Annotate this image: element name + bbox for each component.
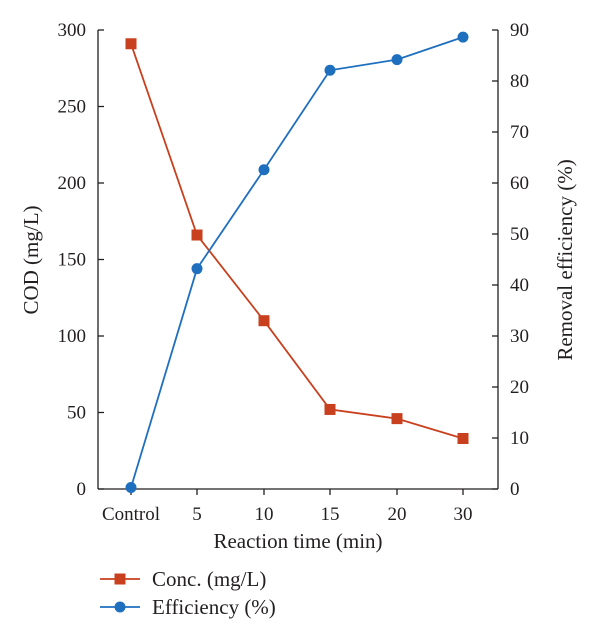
x-tick-label: 15 <box>321 504 340 525</box>
x-tick-label: 20 <box>388 504 407 525</box>
x-axis-title: Reaction time (min) <box>213 529 382 553</box>
left-y-axis-title: COD (mg/L) <box>19 205 43 314</box>
right-y-tick-label: 0 <box>510 479 520 500</box>
x-tick-label: 30 <box>454 504 473 525</box>
concentration-point <box>391 413 403 425</box>
left-y-tick-label: 300 <box>58 20 87 41</box>
concentration-point <box>191 229 203 241</box>
efficiency-point <box>191 263 203 275</box>
legend-item-efficiency: Efficiency (%) <box>100 595 276 619</box>
x-tick-label: Control <box>102 504 160 525</box>
right-y-tick-label: 70 <box>510 122 529 143</box>
left-y-tick-label: 50 <box>67 403 86 424</box>
x-tick-label: 10 <box>255 504 274 525</box>
right-y-tick-label: 20 <box>510 377 529 398</box>
left-y-tick-label: 100 <box>58 326 87 347</box>
right-y-tick-label: 50 <box>510 224 529 245</box>
legend: Conc. (mg/L) Efficiency (%) <box>100 567 276 619</box>
concentration-point <box>457 433 469 445</box>
concentration-point <box>258 315 270 327</box>
efficiency-point <box>457 31 469 43</box>
left-y-tick-label: 200 <box>58 173 87 194</box>
legend-circle-marker <box>114 601 126 613</box>
right-y-tick-label: 90 <box>510 20 529 41</box>
x-tick-label: 5 <box>192 504 202 525</box>
series-line-concentration <box>130 43 464 440</box>
left-y-tick-label: 150 <box>58 250 87 271</box>
legend-item-concentration: Conc. (mg/L) <box>100 567 266 591</box>
ticks-group: 0 50 100 150 200 250 300 0 10 20 30 40 50 60 70 80 90 Con… <box>58 20 530 525</box>
series-line-efficiency <box>130 36 464 488</box>
legend-label: Conc. (mg/L) <box>152 567 266 591</box>
efficiency-point <box>324 64 336 76</box>
right-y-tick-label: 60 <box>510 173 529 194</box>
left-y-tick-label: 250 <box>58 97 87 118</box>
legend-square-marker <box>114 573 126 585</box>
right-y-tick-label: 80 <box>510 71 529 92</box>
efficiency-point <box>391 54 403 66</box>
right-y-tick-label: 10 <box>510 428 529 449</box>
legend-label: Efficiency (%) <box>152 595 276 619</box>
concentration-point <box>125 38 137 50</box>
left-y-tick-label: 0 <box>77 479 87 500</box>
right-y-tick-label: 40 <box>510 275 529 296</box>
right-y-tick-label: 30 <box>510 326 529 347</box>
series-group <box>125 31 469 493</box>
efficiency-point <box>125 481 137 493</box>
efficiency-point <box>258 164 270 176</box>
axes-group <box>97 30 499 490</box>
right-y-axis-title: Removal efficiency (%) <box>553 159 577 360</box>
concentration-point <box>324 403 336 415</box>
